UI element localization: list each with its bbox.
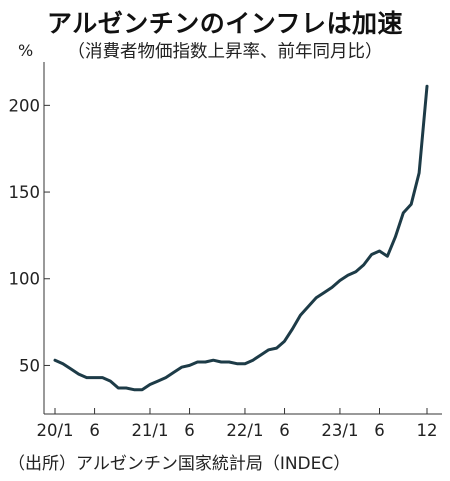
inflation-series-line [53, 84, 429, 392]
y-tick-label: 50 [19, 356, 40, 375]
y-tick-label: 200 [9, 96, 41, 115]
y-axis-unit-label: % [18, 41, 34, 60]
chart-title: アルゼンチンのインフレは加速 [46, 9, 403, 38]
x-tick-label: 23/1 [321, 421, 358, 440]
x-tick-label: 6 [374, 421, 385, 440]
x-tick-label: 6 [89, 421, 100, 440]
x-tick-label: 22/1 [226, 421, 263, 440]
chart-subtitle: （消費者物価指数上昇率、前年同月比） [67, 42, 383, 62]
source-note: （出所）アルゼンチン国家統計局（INDEC） [8, 454, 351, 474]
x-tick-label: 21/1 [131, 421, 168, 440]
y-tick-label: 100 [9, 270, 41, 289]
x-tick-label: 20/1 [36, 421, 73, 440]
y-tick-label: 150 [9, 183, 41, 202]
x-tick-label: 6 [184, 421, 195, 440]
x-tick-label: 6 [279, 421, 290, 440]
x-tick-label: 12 [417, 421, 438, 440]
